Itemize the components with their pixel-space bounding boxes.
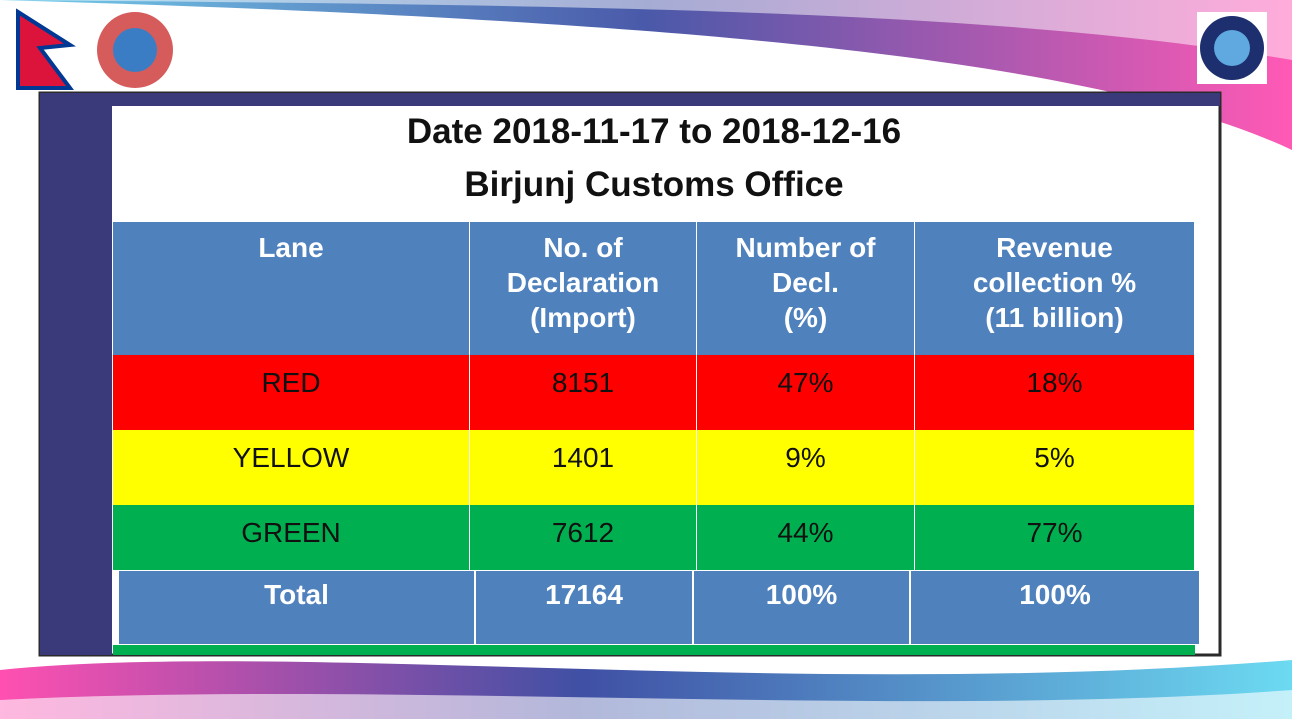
- cell: 47%: [697, 355, 915, 430]
- header-text: (Import): [530, 300, 636, 335]
- total-cell: 100%: [910, 570, 1200, 645]
- cell: 18%: [915, 355, 1195, 430]
- cell: 77%: [915, 505, 1195, 570]
- slide: Date 2018-11-17 to 2018-12-16 Birjunj Cu…: [0, 0, 1292, 719]
- header-text: collection %: [973, 265, 1136, 300]
- subtitle: Birjunj Customs Office: [113, 165, 1195, 205]
- header-text: Decl.: [772, 265, 839, 300]
- cell: 8151: [470, 355, 697, 430]
- header-cell: Lane: [113, 222, 470, 355]
- cell: 5%: [915, 430, 1195, 505]
- cell: RED: [113, 355, 470, 430]
- cell: 7612: [470, 505, 697, 570]
- cell: YELLOW: [113, 430, 470, 505]
- total-cell: Total: [118, 570, 475, 645]
- header-text: Revenue: [996, 230, 1113, 265]
- cell: GREEN: [113, 505, 470, 570]
- cell: 44%: [697, 505, 915, 570]
- header-text: (%): [784, 300, 828, 335]
- header-text: No. of: [543, 230, 622, 265]
- header-text: Lane: [258, 230, 323, 265]
- header-text: Declaration: [507, 265, 660, 300]
- cell: 1401: [470, 430, 697, 505]
- header-text: (11 billion): [985, 300, 1123, 335]
- header-text: Number of: [736, 230, 876, 265]
- title: Date 2018-11-17 to 2018-12-16: [113, 112, 1195, 152]
- total-cell: 100%: [693, 570, 910, 645]
- total-cell: 17164: [475, 570, 693, 645]
- cell: 9%: [697, 430, 915, 505]
